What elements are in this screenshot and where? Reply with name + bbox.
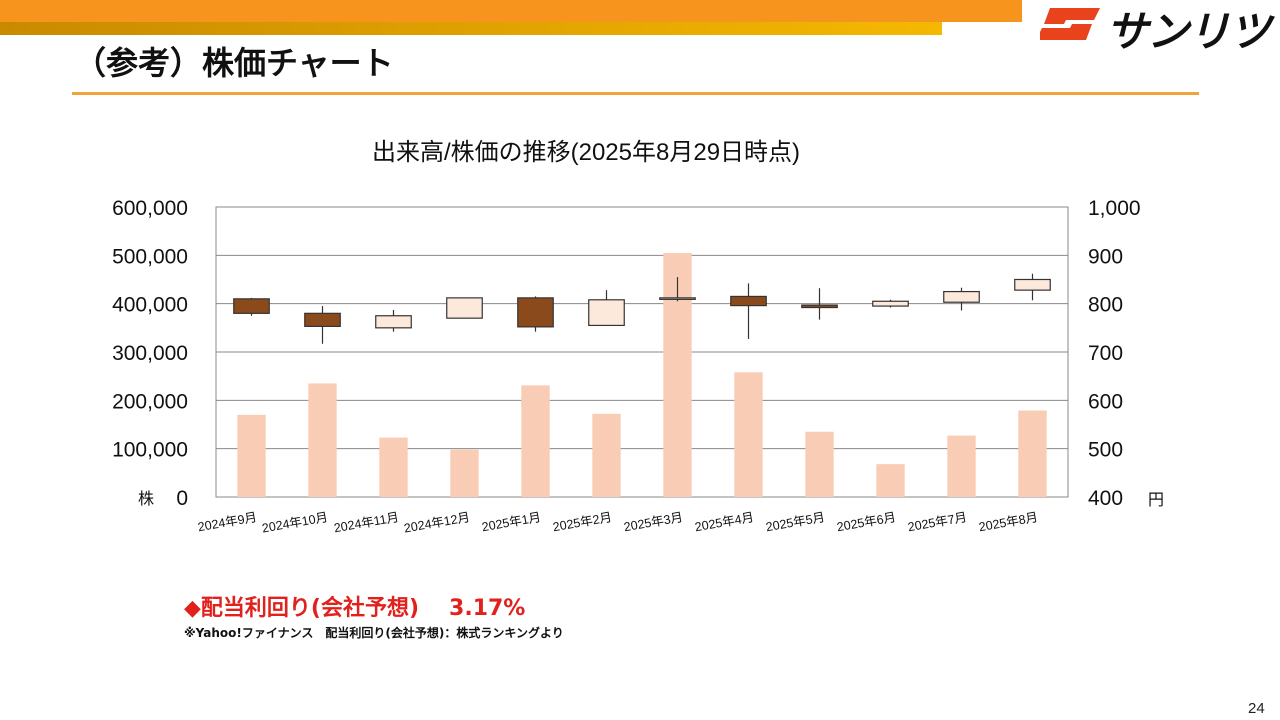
- y-right-tick-label: 1,000: [1088, 197, 1141, 220]
- y-right-tick-label: 900: [1088, 245, 1123, 268]
- y-left-tick-label: 200,000: [112, 390, 188, 413]
- x-tick-label: 2024年11月: [333, 510, 400, 535]
- stock-chart: 出来高/株価の推移(2025年8月29日時点) 600,000 500,000 40…: [112, 139, 1164, 536]
- y-right-tick-label: 600: [1088, 390, 1123, 413]
- x-tick-label: 2025年4月: [694, 510, 755, 534]
- y-right-tick-label: 800: [1088, 294, 1123, 317]
- candle-body: [659, 297, 696, 300]
- dividend-yield-value: 3.17%: [449, 596, 526, 621]
- y-left-tick-label: 100,000: [112, 439, 188, 462]
- candle-body: [517, 297, 554, 328]
- volume-bar: [450, 449, 479, 497]
- volume-bar: [521, 385, 550, 497]
- volume-bar: [947, 435, 976, 497]
- candle-body: [375, 315, 412, 329]
- y-left-tick-label: 500,000: [112, 245, 188, 268]
- volume-bar: [237, 414, 266, 497]
- volume-bar: [379, 437, 408, 497]
- x-tick-label: 2024年9月: [197, 510, 258, 534]
- volume-bar: [592, 413, 621, 497]
- y-left-tick-label: 600,000: [112, 197, 188, 220]
- y-left-tick-label: 300,000: [112, 342, 188, 365]
- chart-axes: 600,000 500,000 400,000 300,000 200,000 100,0…: [112, 197, 1164, 536]
- dividend-yield-label: ◆配当利回り(会社予想): [184, 596, 420, 621]
- x-tick-label: 2024年12月: [403, 510, 471, 535]
- sanritsu-logo-icon: [1040, 8, 1100, 40]
- page-number: 24: [1248, 700, 1265, 717]
- x-tick-label: 2025年2月: [552, 510, 613, 534]
- dividend-yield: ◆配当利回り(会社予想) 3.17%: [184, 590, 525, 622]
- x-tick-label: 2025年8月: [978, 510, 1039, 534]
- candle-body: [801, 304, 838, 309]
- candle-body: [588, 299, 625, 327]
- candle-body: [304, 312, 341, 327]
- volume-bar: [1018, 410, 1047, 497]
- y-right-tick-label: 400: [1088, 487, 1123, 510]
- y-left-tick-label: 400,000: [112, 294, 188, 317]
- chart-grid: [215, 206, 1069, 498]
- x-tick-label: 2025年6月: [836, 510, 897, 534]
- x-tick-label: 2025年3月: [623, 510, 684, 534]
- candle-body: [1014, 278, 1051, 291]
- top-accent-bar: [0, 0, 1022, 22]
- y-right-tick-label: 500: [1088, 439, 1123, 462]
- price-candles: [233, 273, 1051, 344]
- volume-bars: [237, 252, 1047, 497]
- chart-title: 出来高/株価の推移(2025年8月29日時点): [372, 139, 800, 166]
- top-accent-bar-secondary: [0, 22, 942, 35]
- volume-bar: [734, 372, 763, 497]
- x-tick-label: 2025年5月: [765, 510, 826, 534]
- candle-body: [233, 298, 270, 314]
- volume-bar: [805, 431, 834, 497]
- volume-bar: [308, 383, 337, 497]
- y-right-unit-label: 円: [1148, 492, 1164, 509]
- candle-body: [730, 295, 767, 307]
- logo-text: サンリツ: [1106, 7, 1271, 56]
- x-tick-label: 2025年1月: [481, 510, 542, 534]
- y-left-unit-label: 株: [138, 490, 154, 508]
- y-left-tick-label: 0: [176, 487, 188, 510]
- volume-bar: [876, 464, 905, 497]
- x-tick-label: 2025年7月: [907, 510, 968, 534]
- x-tick-label: 2024年10月: [261, 510, 329, 535]
- candle-body: [446, 297, 483, 319]
- y-right-tick-label: 700: [1088, 342, 1123, 365]
- candle-body: [872, 300, 909, 307]
- title-divider: [72, 92, 1199, 95]
- candle-body: [943, 290, 980, 303]
- dividend-source-note: ※Yahoo!ファイナンス 配当利回り(会社予想)：株式ランキングより: [184, 626, 564, 640]
- page-title: （参考）株価チャート: [74, 44, 394, 82]
